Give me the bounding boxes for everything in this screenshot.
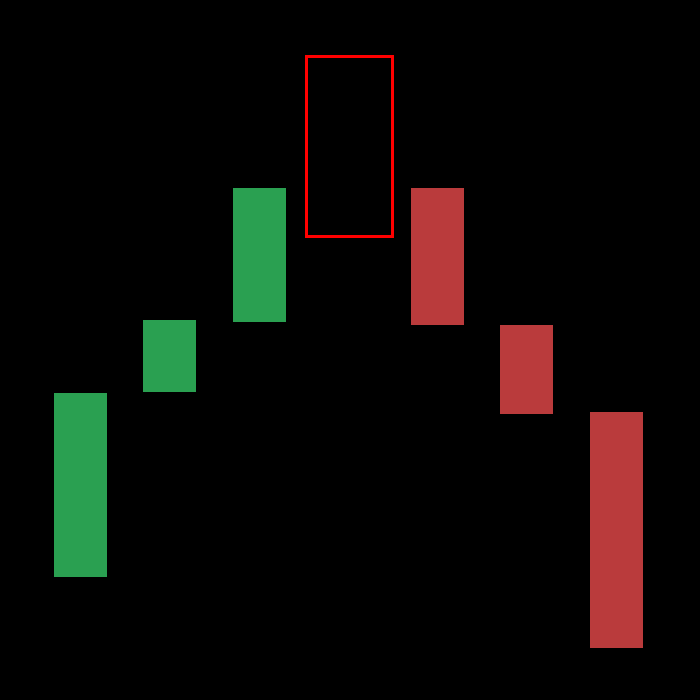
candlestick-chart (0, 0, 700, 700)
candle-6 (590, 412, 643, 648)
candle-2 (233, 188, 286, 322)
candle-3 (305, 55, 394, 238)
candle-5 (500, 325, 553, 414)
candle-1 (143, 320, 196, 392)
candle-0 (54, 393, 107, 577)
candle-4 (411, 188, 464, 325)
